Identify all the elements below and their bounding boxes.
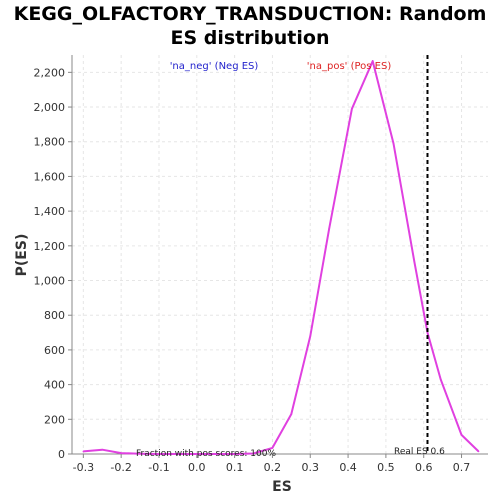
y-tick-label: 1,800	[34, 136, 66, 149]
data-point	[214, 453, 217, 455]
x-tick-label: -0.1	[148, 461, 169, 474]
data-point	[271, 447, 274, 449]
data-point	[290, 413, 293, 415]
x-tick-label: 0.3	[302, 461, 320, 474]
y-tick-label: 600	[44, 344, 65, 357]
data-point	[477, 450, 480, 453]
x-tick-label: 0.1	[226, 461, 244, 474]
y-tick-label: 1,200	[34, 240, 66, 253]
x-axis-label: ES	[272, 479, 292, 495]
data-point	[351, 107, 353, 110]
data-point	[328, 227, 330, 230]
y-tick-label: 0	[58, 448, 65, 461]
data-point	[233, 453, 236, 455]
data-point	[120, 452, 122, 454]
data-point	[196, 453, 198, 455]
x-tick-label: 0.5	[377, 461, 395, 474]
legend-pos-label: 'na_pos' (Pos ES)	[307, 61, 392, 72]
y-tick-label: 200	[44, 413, 65, 426]
plot-area	[72, 55, 488, 454]
y-tick-label: 800	[44, 309, 65, 322]
data-point	[439, 378, 442, 381]
series-line	[83, 60, 480, 455]
grid-lines	[72, 55, 488, 455]
data-point	[392, 142, 395, 145]
data-point	[158, 453, 160, 455]
chart-title: KEGG_OLFACTORY_TRANSDUCTION: Random ES d…	[0, 2, 500, 50]
x-tick-label: 0.2	[264, 461, 282, 474]
y-axis-label: P(ES)	[14, 234, 30, 277]
x-tick-label: -0.3	[73, 461, 94, 474]
x-tick-label: 0.4	[339, 461, 357, 474]
y-ticks: 0 200 400 600 800 1,000 1,200 1,400 1,600 1,800 2,…	[34, 66, 72, 461]
x-tick-label: 0.6	[415, 461, 433, 474]
data-point	[139, 452, 141, 455]
legend-neg-label: 'na_neg' (Neg ES)	[170, 61, 259, 72]
x-tick-label: 0.0	[188, 461, 206, 474]
data-point	[82, 450, 85, 453]
y-tick-label: 2,000	[34, 101, 66, 114]
x-tick-label: -0.2	[110, 461, 131, 474]
data-point	[309, 335, 312, 337]
y-tick-label: 400	[44, 379, 65, 392]
data-point	[426, 331, 429, 334]
y-tick-label: 1,000	[34, 275, 66, 288]
data-point	[371, 60, 374, 62]
y-tick-label: 1,600	[34, 170, 66, 183]
y-tick-label: 1,400	[34, 205, 66, 218]
data-point	[177, 453, 179, 455]
real-es-label: Real ES 0.6	[394, 447, 445, 457]
fraction-annotation: Fraction with pos scores: 100%	[136, 449, 276, 459]
y-tick-label: 2,200	[34, 66, 66, 79]
chart-title-line1: KEGG_OLFACTORY_TRANSDUCTION: Random	[13, 3, 487, 25]
data-point	[101, 448, 104, 451]
x-ticks: -0.3 -0.2 -0.1 0.0 0.1 0.2 0.3 0.4 0.5 0.6 0.7	[73, 454, 471, 474]
data-point	[413, 260, 416, 263]
data-point	[252, 452, 255, 455]
chart-title-line2: ES distribution	[170, 27, 330, 49]
data-point	[460, 434, 463, 436]
x-tick-label: 0.7	[453, 461, 471, 474]
series-group	[82, 60, 480, 455]
